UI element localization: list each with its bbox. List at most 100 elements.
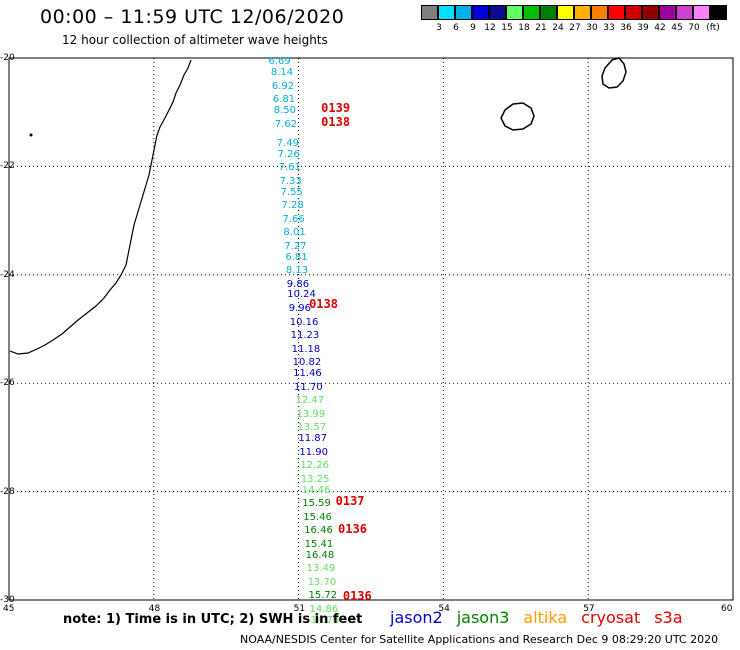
legend-swatch: [659, 5, 676, 20]
wave-height-value: 10.24: [287, 289, 316, 301]
legend-label: 45: [671, 23, 683, 33]
wave-height-value: 14.86: [309, 603, 339, 615]
wave-height-value: 13.49: [306, 563, 336, 575]
legend-label: 24: [552, 23, 564, 33]
wave-height-value: 11.70: [294, 381, 323, 393]
legend-unit: (ft): [706, 23, 720, 33]
satellite-legend: jason2 jason3 altika cryosat s3a: [390, 608, 697, 627]
legend-swatch: [455, 5, 472, 20]
wave-height-value: 8.14: [270, 67, 294, 79]
wave-height-value: 11.23: [290, 330, 320, 342]
legend-label: 42: [654, 23, 666, 33]
lon-label: 45: [3, 604, 15, 614]
wave-height-value: 9.86: [286, 278, 310, 290]
lon-label: 57: [583, 604, 595, 614]
legend-swatch: [506, 5, 523, 20]
satellite-jason2: jason2: [390, 608, 443, 627]
wave-height-value: 12.26: [300, 460, 329, 472]
legend-swatch: [625, 5, 642, 20]
wave-height-value: 10.82: [292, 357, 322, 369]
pass-label: 0138: [309, 296, 338, 311]
footnote: note: 1) Time is in UTC; 2) SWH is in fe…: [63, 612, 363, 627]
wave-height-value: 15.59: [302, 498, 331, 510]
wave-height-value: 13.99: [296, 408, 326, 420]
wave-height-value: 16.48: [305, 549, 335, 561]
legend-label: 70: [688, 23, 700, 33]
legend-swatch: [591, 5, 608, 20]
lat-label: -22: [0, 161, 15, 172]
lon-label: 51: [293, 604, 306, 614]
wave-height-value: 7.66: [282, 213, 305, 225]
wave-height-value: 6.69: [268, 56, 291, 68]
legend-label: 39: [637, 23, 649, 33]
wave-height-value: 15.41: [304, 538, 334, 550]
satellite-cryosat: cryosat: [581, 608, 641, 627]
legend-label: 3: [436, 23, 442, 33]
legend-label: 6: [453, 23, 459, 33]
lon-label: 54: [438, 604, 450, 614]
reunion-island: [500, 102, 535, 131]
wave-height-value: 6.92: [271, 80, 295, 92]
wave-height-value: 7.26: [277, 148, 300, 160]
legend-swatch: [574, 5, 591, 20]
wave-height-value: 7.62: [274, 118, 297, 130]
grid-lines: [9, 58, 733, 600]
wave-height-value: 15.72: [308, 590, 338, 602]
legend-label: 21: [535, 23, 547, 33]
wave-height-value: 13.57: [297, 422, 327, 434]
wave-height-value: 7.33: [279, 175, 302, 187]
legend-swatch: [523, 5, 540, 20]
legend-label: 9: [470, 23, 476, 33]
wave-height-value: 7.49: [276, 137, 299, 149]
lon-label: 48: [148, 604, 161, 614]
legend-swatch: [642, 5, 659, 20]
legend-label: 18: [518, 23, 530, 33]
lat-label: -20: [0, 53, 15, 63]
legend-swatch: [608, 5, 625, 20]
page-title: 00:00 – 11:59 UTC 12/06/2020: [40, 6, 345, 28]
madagascar-coastline: [9, 59, 192, 355]
legend-swatch: [710, 5, 727, 20]
lat-label: -30: [0, 595, 15, 605]
wave-height-value: 15.46: [303, 511, 332, 523]
legend-label: 12: [484, 23, 496, 33]
wave-height-value: 8.13: [285, 265, 309, 277]
legend-swatch: [472, 5, 489, 20]
legend-swatch: [489, 5, 506, 20]
pass-label: 0138: [321, 115, 351, 130]
legend-swatch: [421, 5, 438, 20]
wave-height-value: 10.16: [289, 316, 319, 328]
legend-label: 33: [603, 23, 615, 33]
legend-swatch: [540, 5, 557, 20]
mauritius-island: [601, 57, 627, 89]
page-subtitle: 12 hour collection of altimeter wave hei…: [62, 33, 328, 47]
lat-label: -26: [0, 378, 15, 389]
wave-height-value: 12.47: [295, 395, 325, 407]
wave-height-value: 13.25: [300, 473, 330, 485]
wave-height-value: 11.18: [291, 343, 321, 355]
satellite-jason3: jason3: [456, 608, 510, 627]
legend-label: 27: [569, 23, 581, 33]
wave-height-value: 9.96: [288, 303, 311, 315]
wave-height-value: 7.55: [280, 186, 303, 198]
pass-label: 0137: [335, 494, 365, 509]
pass-label: 0136: [342, 589, 372, 604]
legend-label: 30: [586, 23, 598, 33]
legend-swatch: [676, 5, 693, 20]
legend-label: 15: [501, 23, 513, 33]
wave-height-value: 7.61: [278, 162, 301, 174]
wave-height-value: 16.46: [304, 525, 333, 537]
wave-height-value: 11.87: [298, 433, 328, 445]
small-island: [29, 133, 33, 137]
lon-label: 60: [721, 604, 733, 614]
legend-label: 36: [620, 23, 632, 33]
wave-height-value: 8.50: [273, 105, 297, 117]
legend-swatch: [557, 5, 574, 20]
map-frame: [8, 57, 734, 601]
wave-height-value: 6.81: [285, 251, 308, 263]
legend-swatch: [693, 5, 710, 20]
lat-label: -28: [0, 486, 15, 497]
satellite-altika: altika: [523, 608, 568, 627]
legend-swatch: [438, 5, 455, 20]
